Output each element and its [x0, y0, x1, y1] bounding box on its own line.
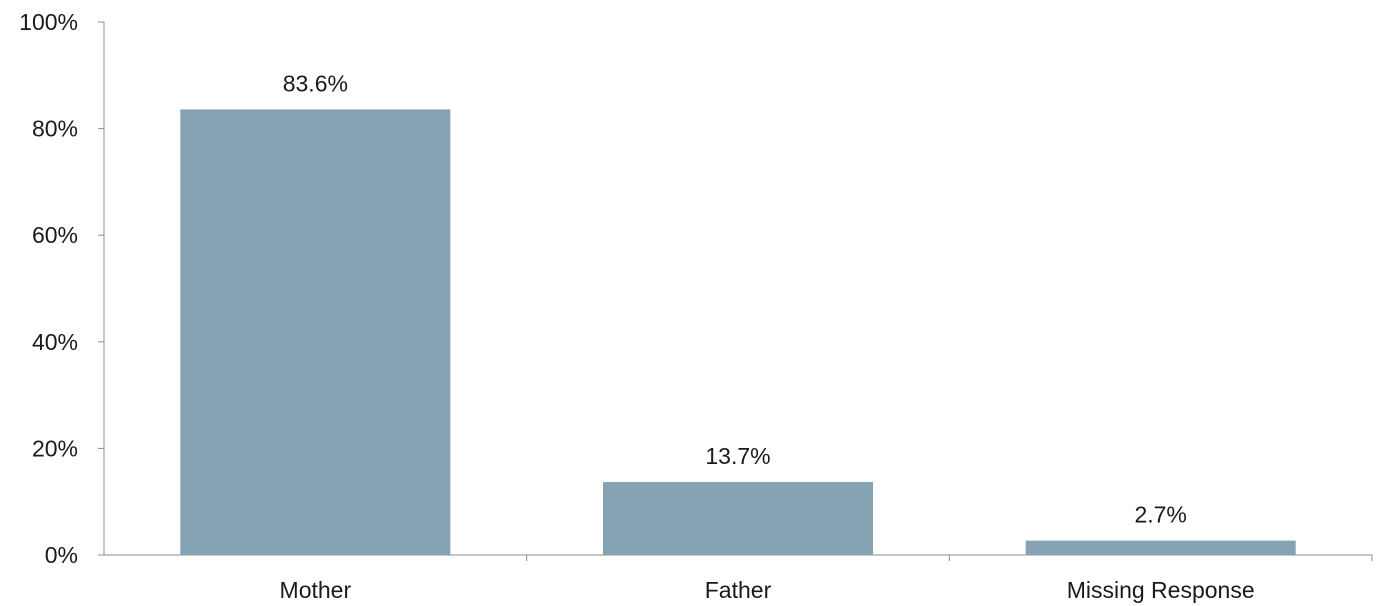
y-tick-label: 100%: [19, 9, 78, 35]
x-axis: Mother Father Missing Response: [104, 554, 1373, 603]
x-tick-label: Mother: [280, 577, 352, 603]
bar-father: [603, 481, 873, 555]
y-tick-label: 0%: [45, 542, 78, 568]
x-tick-label: Father: [705, 577, 772, 603]
y-tick-label: 20%: [32, 435, 78, 461]
data-labels-group: 83.6% 13.7% 2.7%: [283, 70, 1187, 527]
y-axis: 0% 20% 40% 60% 80% 100%: [19, 9, 105, 568]
data-label: 2.7%: [1134, 502, 1186, 528]
bar-missing-response: [1025, 540, 1296, 555]
bars-group: [180, 109, 1296, 556]
y-tick-label: 60%: [32, 222, 78, 248]
data-label: 83.6%: [283, 70, 348, 96]
data-label: 13.7%: [705, 443, 770, 469]
y-tick-label: 40%: [32, 329, 78, 355]
x-tick-label: Missing Response: [1067, 577, 1255, 603]
y-tick-label: 80%: [32, 116, 78, 142]
bar-mother: [180, 109, 451, 556]
